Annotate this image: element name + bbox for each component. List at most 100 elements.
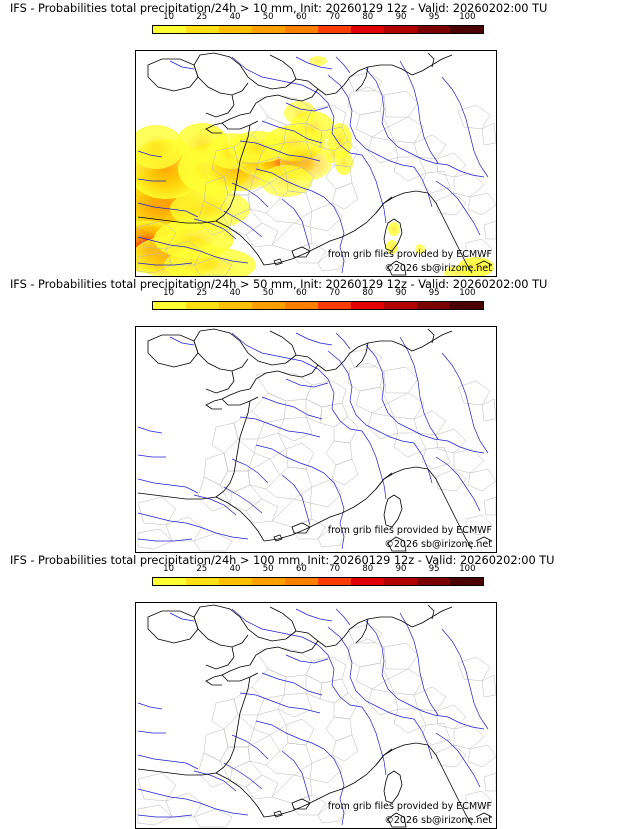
colorbar-tick-100: 100 bbox=[459, 12, 476, 22]
colorbar-gradient bbox=[152, 577, 484, 586]
colorbar-tick-25: 25 bbox=[196, 12, 208, 22]
colorbar-100mm: 10 25 40 50 60 70 80 90 95 100 bbox=[152, 564, 484, 592]
colorbar-segment-60 bbox=[285, 302, 318, 309]
colorbar-segment-60 bbox=[285, 578, 318, 585]
colorbar-segment-50 bbox=[252, 26, 285, 33]
colorbar-segment-90 bbox=[384, 578, 417, 585]
colorbar-segment-80 bbox=[351, 302, 384, 309]
colorbar-segment-50 bbox=[252, 578, 285, 585]
colorbar-tick-40: 40 bbox=[229, 288, 241, 298]
colorbar-tick-50: 50 bbox=[262, 12, 274, 22]
colorbar-segment-90 bbox=[384, 302, 417, 309]
colorbar-segment-95 bbox=[417, 26, 450, 33]
colorbar-tick-40: 40 bbox=[229, 564, 241, 574]
colorbar-gradient bbox=[152, 301, 484, 310]
colorbar-segment-25 bbox=[186, 26, 219, 33]
credit-ecmwf: from grib files provided by ECMWF bbox=[327, 525, 492, 536]
colorbar-tick-95: 95 bbox=[428, 288, 440, 298]
colorbar-segment-70 bbox=[318, 302, 351, 309]
rivers bbox=[137, 332, 489, 550]
credit-ecmwf: from grib files provided by ECMWF bbox=[327, 801, 492, 812]
colorbar-ticks: 10 25 40 50 60 70 80 90 95 100 bbox=[152, 564, 484, 576]
colorbar-tick-70: 70 bbox=[329, 564, 341, 574]
colorbar-tick-40: 40 bbox=[229, 12, 241, 22]
colorbar-tick-60: 60 bbox=[295, 12, 307, 22]
panel-title: IFS - Probabilities total precipitation/… bbox=[10, 1, 548, 15]
credit-copyright: ©2026 sb@irizone.net bbox=[384, 263, 492, 274]
colorbar-tick-60: 60 bbox=[295, 564, 307, 574]
coastlines bbox=[137, 328, 493, 552]
colorbar-tick-50: 50 bbox=[262, 288, 274, 298]
precip-shading-layer bbox=[136, 56, 494, 276]
colorbar-segment-25 bbox=[186, 578, 219, 585]
forecast-panel-100mm: IFS - Probabilities total precipitation/… bbox=[0, 552, 630, 829]
colorbar-tick-90: 90 bbox=[395, 288, 407, 298]
colorbar-tick-25: 25 bbox=[196, 564, 208, 574]
colorbar-tick-95: 95 bbox=[428, 12, 440, 22]
colorbar-segment-40 bbox=[219, 578, 252, 585]
colorbar-tick-90: 90 bbox=[395, 12, 407, 22]
colorbar-tick-80: 80 bbox=[362, 12, 374, 22]
colorbar-tick-80: 80 bbox=[362, 564, 374, 574]
colorbar-segment-100 bbox=[450, 302, 483, 309]
map-geography-layer bbox=[137, 52, 496, 276]
colorbar-tick-70: 70 bbox=[329, 12, 341, 22]
colorbar-segment-40 bbox=[219, 302, 252, 309]
colorbar-segment-80 bbox=[351, 578, 384, 585]
coastlines bbox=[137, 52, 493, 276]
colorbar-segment-10 bbox=[153, 302, 186, 309]
map-geography-layer bbox=[137, 328, 496, 552]
colorbar-tick-80: 80 bbox=[362, 288, 374, 298]
colorbar-segment-95 bbox=[417, 578, 450, 585]
colorbar-tick-10: 10 bbox=[163, 564, 175, 574]
admin-boundaries bbox=[137, 348, 496, 552]
colorbar-ticks: 10 25 40 50 60 70 80 90 95 100 bbox=[152, 288, 484, 300]
panel-title: IFS - Probabilities total precipitation/… bbox=[10, 277, 548, 291]
admin-boundaries bbox=[137, 624, 496, 828]
admin-boundaries bbox=[137, 72, 496, 276]
colorbar-segment-95 bbox=[417, 302, 450, 309]
credit-ecmwf: from grib files provided by ECMWF bbox=[327, 249, 492, 260]
map-10mm[interactable]: from grib files provided by ECMWF ©2026 … bbox=[135, 50, 497, 277]
colorbar-segment-80 bbox=[351, 26, 384, 33]
colorbar-tick-95: 95 bbox=[428, 564, 440, 574]
map-50mm[interactable]: from grib files provided by ECMWF ©2026 … bbox=[135, 326, 497, 553]
colorbar-tick-25: 25 bbox=[196, 288, 208, 298]
colorbar-segment-50 bbox=[252, 302, 285, 309]
colorbar-ticks: 10 25 40 50 60 70 80 90 95 100 bbox=[152, 12, 484, 24]
colorbar-segment-70 bbox=[318, 578, 351, 585]
colorbar-gradient bbox=[152, 25, 484, 34]
map-svg bbox=[137, 328, 496, 552]
colorbar-tick-100: 100 bbox=[459, 564, 476, 574]
colorbar-segment-100 bbox=[450, 26, 483, 33]
colorbar-segment-90 bbox=[384, 26, 417, 33]
colorbar-segment-70 bbox=[318, 26, 351, 33]
credit-copyright: ©2026 sb@irizone.net bbox=[384, 539, 492, 550]
colorbar-tick-50: 50 bbox=[262, 564, 274, 574]
colorbar-tick-70: 70 bbox=[329, 288, 341, 298]
map-100mm[interactable]: from grib files provided by ECMWF ©2026 … bbox=[135, 602, 497, 829]
colorbar-segment-10 bbox=[153, 578, 186, 585]
colorbar-segment-100 bbox=[450, 578, 483, 585]
colorbar-tick-100: 100 bbox=[459, 288, 476, 298]
colorbar-tick-90: 90 bbox=[395, 564, 407, 574]
colorbar-segment-10 bbox=[153, 26, 186, 33]
coastlines bbox=[137, 604, 493, 828]
colorbar-segment-25 bbox=[186, 302, 219, 309]
colorbar-segment-60 bbox=[285, 26, 318, 33]
forecast-panel-50mm: IFS - Probabilities total precipitation/… bbox=[0, 276, 630, 553]
colorbar-tick-10: 10 bbox=[163, 288, 175, 298]
rivers bbox=[137, 608, 489, 826]
forecast-panel-10mm: IFS - Probabilities total precipitation/… bbox=[0, 0, 630, 277]
map-svg bbox=[136, 52, 496, 276]
colorbar-10mm: 10 25 40 50 60 70 80 90 95 100 bbox=[152, 12, 484, 40]
map-svg bbox=[137, 604, 496, 828]
credit-copyright: ©2026 sb@irizone.net bbox=[384, 815, 492, 826]
colorbar-segment-40 bbox=[219, 26, 252, 33]
colorbar-50mm: 10 25 40 50 60 70 80 90 95 100 bbox=[152, 288, 484, 316]
map-geography-layer bbox=[137, 604, 496, 828]
panel-title: IFS - Probabilities total precipitation/… bbox=[10, 553, 555, 567]
colorbar-tick-10: 10 bbox=[163, 12, 175, 22]
colorbar-tick-60: 60 bbox=[295, 288, 307, 298]
rivers bbox=[137, 56, 489, 274]
